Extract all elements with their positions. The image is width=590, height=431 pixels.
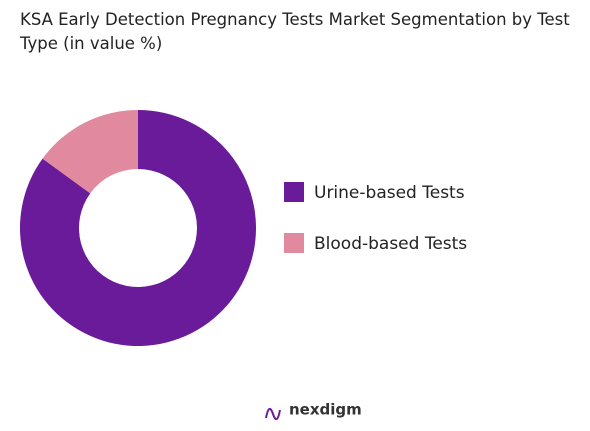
slice bbox=[42, 110, 138, 194]
legend-label: Blood-based Tests bbox=[314, 234, 467, 254]
chart-title: KSA Early Detection Pregnancy Tests Mark… bbox=[20, 10, 570, 53]
legend-swatch bbox=[284, 233, 304, 253]
brand-name: nexdigm bbox=[289, 401, 362, 419]
brand-logo: nexdigm bbox=[265, 401, 362, 421]
legend-swatch bbox=[284, 182, 304, 202]
legend-label: Urine-based Tests bbox=[314, 183, 465, 203]
logo-icon bbox=[265, 407, 281, 421]
slice bbox=[19, 110, 257, 346]
